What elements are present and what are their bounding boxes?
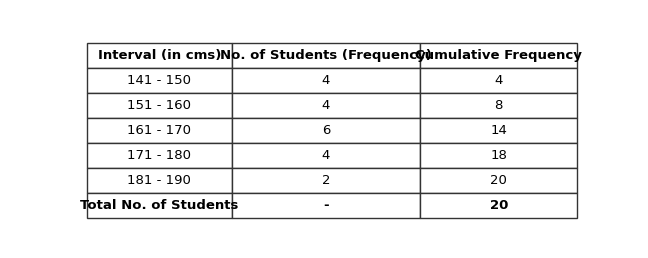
Bar — [421, 168, 577, 193]
Bar — [421, 93, 577, 118]
Text: 161 - 170: 161 - 170 — [127, 124, 191, 137]
Text: 4: 4 — [322, 74, 330, 87]
Bar — [421, 68, 577, 93]
Text: 20: 20 — [489, 199, 508, 212]
Text: 151 - 160: 151 - 160 — [127, 99, 191, 112]
Bar — [421, 43, 577, 68]
Text: 8: 8 — [494, 99, 503, 112]
Bar — [87, 93, 231, 118]
Text: 14: 14 — [491, 124, 507, 137]
Bar — [87, 143, 231, 168]
Text: 6: 6 — [322, 124, 330, 137]
Bar — [421, 118, 577, 143]
Text: 141 - 150: 141 - 150 — [127, 74, 191, 87]
Bar — [231, 168, 421, 193]
Bar — [87, 43, 231, 68]
Text: 4: 4 — [494, 74, 503, 87]
Bar — [231, 143, 421, 168]
Text: Total No. of Students: Total No. of Students — [80, 199, 238, 212]
Bar — [231, 68, 421, 93]
Text: 18: 18 — [491, 149, 507, 162]
Text: 20: 20 — [491, 174, 507, 187]
Text: 171 - 180: 171 - 180 — [127, 149, 191, 162]
Text: -: - — [323, 199, 329, 212]
Bar — [231, 93, 421, 118]
Bar — [87, 168, 231, 193]
Bar — [421, 143, 577, 168]
Bar — [421, 193, 577, 218]
Bar — [231, 118, 421, 143]
Bar — [87, 193, 231, 218]
Text: 4: 4 — [322, 99, 330, 112]
Bar — [87, 118, 231, 143]
Text: 2: 2 — [321, 174, 330, 187]
Text: Cumulative Frequency: Cumulative Frequency — [415, 49, 582, 62]
Text: 4: 4 — [322, 149, 330, 162]
Text: Interval (in cms): Interval (in cms) — [98, 49, 221, 62]
Bar — [231, 43, 421, 68]
Text: No. of Students (Frequency): No. of Students (Frequency) — [220, 49, 432, 62]
Bar — [231, 193, 421, 218]
Text: 181 - 190: 181 - 190 — [128, 174, 191, 187]
Bar — [87, 68, 231, 93]
